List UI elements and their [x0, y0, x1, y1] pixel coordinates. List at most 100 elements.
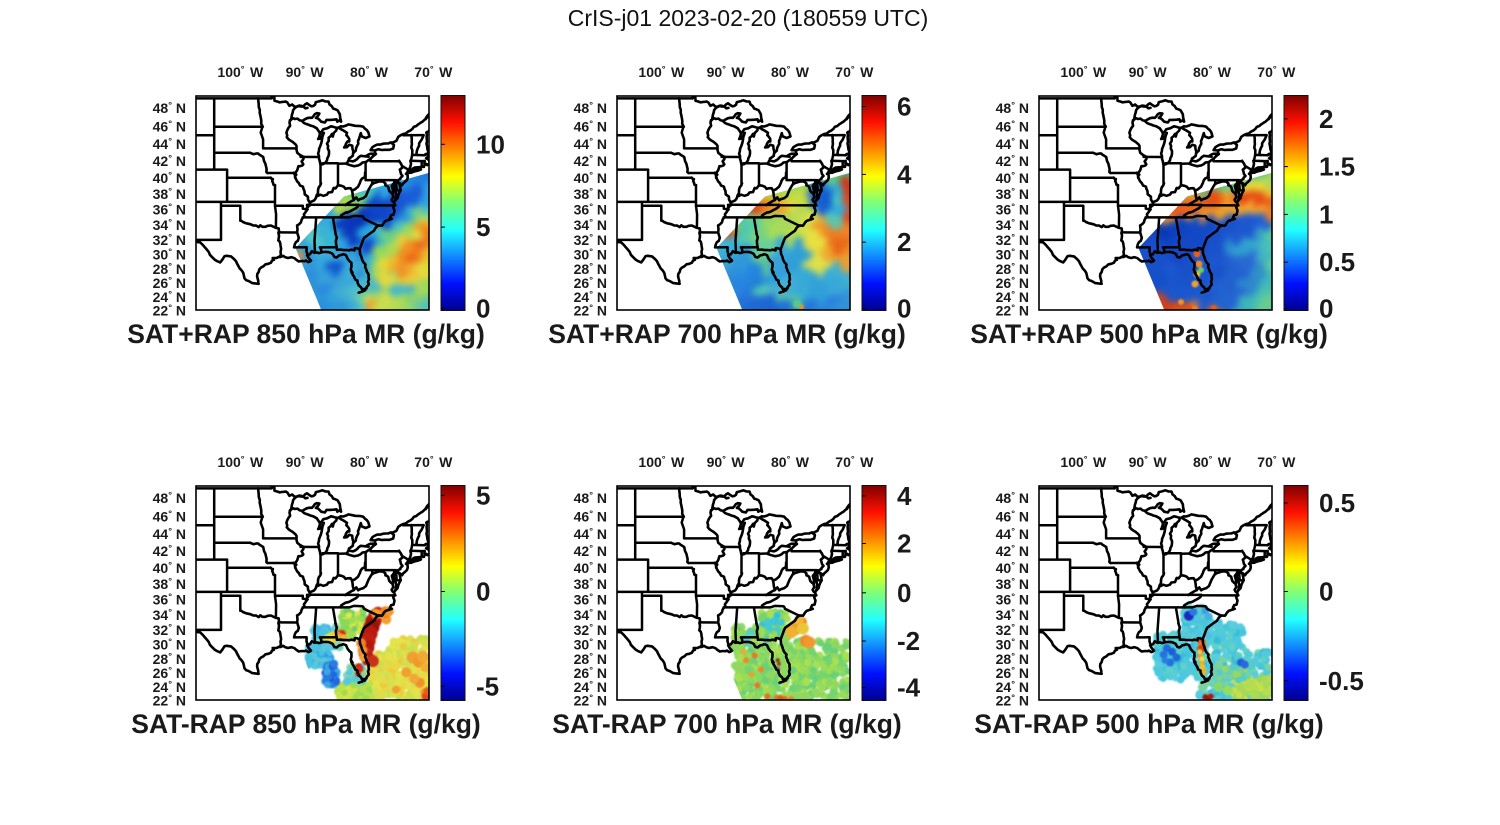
svg-text:0: 0 — [1319, 577, 1333, 607]
svg-text:26° N: 26° N — [996, 665, 1029, 681]
svg-text:22° N: 22° N — [153, 303, 186, 319]
svg-text:36° N: 36° N — [996, 592, 1029, 608]
svg-text:36° N: 36° N — [574, 592, 607, 608]
svg-text:34° N: 34° N — [996, 217, 1029, 233]
svg-text:28° N: 28° N — [153, 261, 186, 277]
svg-text:48° N: 48° N — [574, 100, 607, 116]
svg-text:22° N: 22° N — [153, 693, 186, 709]
svg-text:32° N: 32° N — [153, 622, 186, 638]
svg-text:28° N: 28° N — [574, 651, 607, 667]
svg-text:36° N: 36° N — [574, 202, 607, 218]
svg-text:40° N: 40° N — [153, 170, 186, 186]
svg-text:SAT-RAP 700 hPa MR (g/kg): SAT-RAP 700 hPa MR (g/kg) — [552, 709, 901, 739]
svg-text:5: 5 — [476, 480, 490, 510]
svg-text:34° N: 34° N — [996, 607, 1029, 623]
svg-text:0: 0 — [476, 294, 490, 324]
svg-text:36° N: 36° N — [153, 592, 186, 608]
svg-text:46° N: 46° N — [574, 118, 607, 134]
svg-text:4: 4 — [897, 481, 912, 511]
svg-text:SAT-RAP 500 hPa MR (g/kg): SAT-RAP 500 hPa MR (g/kg) — [974, 709, 1323, 739]
svg-text:70° W: 70° W — [414, 454, 453, 470]
svg-text:22° N: 22° N — [996, 693, 1029, 709]
svg-text:46° N: 46° N — [574, 508, 607, 524]
svg-text:-4: -4 — [897, 673, 921, 703]
svg-text:28° N: 28° N — [996, 651, 1029, 667]
svg-text:70° W: 70° W — [835, 64, 874, 80]
svg-text:40° N: 40° N — [153, 560, 186, 576]
svg-text:100° W: 100° W — [638, 454, 685, 470]
svg-text:SAT-RAP 850 hPa MR (g/kg): SAT-RAP 850 hPa MR (g/kg) — [131, 709, 480, 739]
svg-text:42° N: 42° N — [153, 543, 186, 559]
svg-text:48° N: 48° N — [996, 490, 1029, 506]
svg-text:36° N: 36° N — [153, 202, 186, 218]
svg-text:34° N: 34° N — [574, 217, 607, 233]
svg-text:100° W: 100° W — [217, 64, 264, 80]
svg-text:32° N: 32° N — [996, 622, 1029, 638]
svg-text:48° N: 48° N — [153, 100, 186, 116]
svg-text:0: 0 — [1319, 294, 1333, 324]
svg-text:26° N: 26° N — [153, 665, 186, 681]
svg-text:22° N: 22° N — [574, 303, 607, 319]
svg-text:70° W: 70° W — [414, 64, 453, 80]
svg-text:40° N: 40° N — [996, 560, 1029, 576]
svg-text:44° N: 44° N — [996, 526, 1029, 542]
svg-text:26° N: 26° N — [996, 275, 1029, 291]
svg-text:46° N: 46° N — [153, 118, 186, 134]
svg-text:2: 2 — [1319, 104, 1333, 134]
svg-text:48° N: 48° N — [153, 490, 186, 506]
svg-text:90° W: 90° W — [1129, 454, 1168, 470]
svg-text:30° N: 30° N — [574, 247, 607, 263]
svg-text:90° W: 90° W — [707, 64, 746, 80]
svg-text:46° N: 46° N — [996, 508, 1029, 524]
svg-text:24° N: 24° N — [574, 679, 607, 695]
svg-text:24° N: 24° N — [574, 289, 607, 305]
svg-text:5: 5 — [476, 212, 490, 242]
svg-text:32° N: 32° N — [574, 622, 607, 638]
svg-text:34° N: 34° N — [153, 217, 186, 233]
svg-text:SAT+RAP 850 hPa MR (g/kg): SAT+RAP 850 hPa MR (g/kg) — [127, 319, 485, 349]
svg-text:44° N: 44° N — [996, 136, 1029, 152]
svg-text:100° W: 100° W — [217, 454, 264, 470]
svg-text:28° N: 28° N — [574, 261, 607, 277]
svg-text:-0.5: -0.5 — [1319, 666, 1364, 696]
svg-text:38° N: 38° N — [153, 576, 186, 592]
svg-text:100° W: 100° W — [1060, 64, 1107, 80]
svg-text:6: 6 — [897, 92, 911, 122]
svg-text:4: 4 — [897, 159, 912, 189]
svg-text:48° N: 48° N — [996, 100, 1029, 116]
svg-text:80° W: 80° W — [350, 454, 389, 470]
svg-text:34° N: 34° N — [574, 607, 607, 623]
svg-text:22° N: 22° N — [996, 303, 1029, 319]
svg-text:24° N: 24° N — [996, 679, 1029, 695]
svg-text:32° N: 32° N — [153, 232, 186, 248]
svg-text:46° N: 46° N — [996, 118, 1029, 134]
svg-text:-5: -5 — [476, 671, 499, 701]
svg-text:30° N: 30° N — [996, 247, 1029, 263]
svg-text:0.5: 0.5 — [1319, 247, 1355, 277]
svg-text:1: 1 — [1319, 199, 1333, 229]
svg-text:2: 2 — [897, 227, 911, 257]
svg-text:30° N: 30° N — [153, 637, 186, 653]
svg-text:90° W: 90° W — [286, 454, 325, 470]
svg-text:1.5: 1.5 — [1319, 152, 1355, 182]
svg-text:0: 0 — [897, 578, 911, 608]
svg-text:42° N: 42° N — [574, 153, 607, 169]
svg-text:26° N: 26° N — [574, 275, 607, 291]
svg-text:30° N: 30° N — [153, 247, 186, 263]
svg-text:100° W: 100° W — [638, 64, 685, 80]
svg-text:32° N: 32° N — [574, 232, 607, 248]
svg-text:42° N: 42° N — [153, 153, 186, 169]
svg-text:2: 2 — [897, 529, 911, 559]
svg-text:48° N: 48° N — [574, 490, 607, 506]
svg-text:28° N: 28° N — [153, 651, 186, 667]
svg-text:90° W: 90° W — [1129, 64, 1168, 80]
svg-text:CrIS-j01 2023-02-20 (180559 UT: CrIS-j01 2023-02-20 (180559 UTC) — [568, 5, 929, 31]
svg-text:46° N: 46° N — [153, 508, 186, 524]
svg-text:40° N: 40° N — [574, 560, 607, 576]
svg-text:34° N: 34° N — [153, 607, 186, 623]
svg-text:0.5: 0.5 — [1319, 488, 1355, 518]
svg-text:80° W: 80° W — [771, 64, 810, 80]
svg-text:70° W: 70° W — [1257, 454, 1296, 470]
svg-text:26° N: 26° N — [574, 665, 607, 681]
svg-text:90° W: 90° W — [286, 64, 325, 80]
